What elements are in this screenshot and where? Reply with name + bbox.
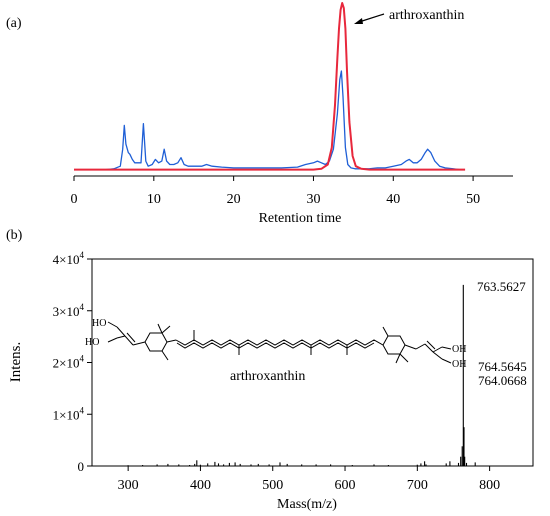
x-tick-label-800: 800	[479, 478, 500, 493]
x-tick-label-50: 50	[466, 192, 480, 207]
x-tick-label-30: 30	[306, 192, 320, 207]
panel-b-x-label: Mass(m/z)	[277, 497, 337, 512]
panel-b-y-ticks: 0 1×104 2×104 3×104 4×104	[53, 250, 92, 474]
peak-label-764-0668: 764.0668	[478, 373, 527, 388]
panel-b-y-label: Intens.	[8, 342, 24, 382]
y-tick-label-0: 0	[78, 459, 85, 474]
x-tick-label-10: 10	[147, 192, 161, 207]
y-tick-label-30000: 3×104	[53, 302, 85, 319]
x-tick-label-0: 0	[71, 192, 78, 207]
panel-a-x-label: Retention time	[259, 211, 342, 226]
x-tick-label-20: 20	[227, 192, 241, 207]
panel-a: (a) 0 10 20 30 40 50 Retention time arthroxan…	[6, 2, 513, 226]
structure-label: arthroxanthin	[230, 369, 305, 384]
y-tick-label-10000: 1×104	[53, 405, 85, 422]
x-tick-label-300: 300	[118, 478, 139, 493]
panel-a-label: (a)	[6, 16, 22, 31]
arthroxanthin-structure	[107, 321, 452, 364]
x-tick-label-500: 500	[262, 478, 283, 493]
x-tick-label-40: 40	[386, 192, 400, 207]
y-tick-label-40000: 4×104	[53, 250, 85, 267]
peak-annotation-arrow	[358, 13, 385, 23]
x-tick-label-700: 700	[407, 478, 428, 493]
y-tick-label-20000: 2×104	[53, 354, 85, 371]
panel-b: (b) 0 1×104 2×104 3×104 4×104 300 400 500 600 70…	[6, 228, 534, 512]
x-tick-label-400: 400	[190, 478, 211, 493]
panel-b-frame	[91, 258, 534, 467]
arrow-head-icon	[354, 18, 363, 24]
structure-group-ho-bottom: HO	[85, 337, 99, 348]
panel-b-x-ticks: 300 400 500 600 700 800	[118, 466, 500, 493]
x-tick-label-600: 600	[335, 478, 356, 493]
panel-b-spectrum	[127, 284, 476, 466]
series-line-1	[96, 70, 460, 171]
peak-label-764-5645: 764.5645	[478, 359, 527, 374]
panel-a-plot-area	[74, 2, 466, 171]
panel-a-x-ticks: 0 10 20 30 40 50	[71, 176, 480, 207]
peak-annotation-label: arthroxanthin	[389, 8, 464, 23]
structure-group-oh-right: OH	[452, 344, 466, 355]
structure-group-ho-top: HO	[92, 318, 106, 329]
structure-group-oh-bottom: OH	[452, 359, 466, 370]
series-line-2	[74, 2, 466, 171]
panel-b-label: (b)	[6, 228, 23, 243]
peak-label-763-5627: 763.5627	[477, 279, 526, 294]
